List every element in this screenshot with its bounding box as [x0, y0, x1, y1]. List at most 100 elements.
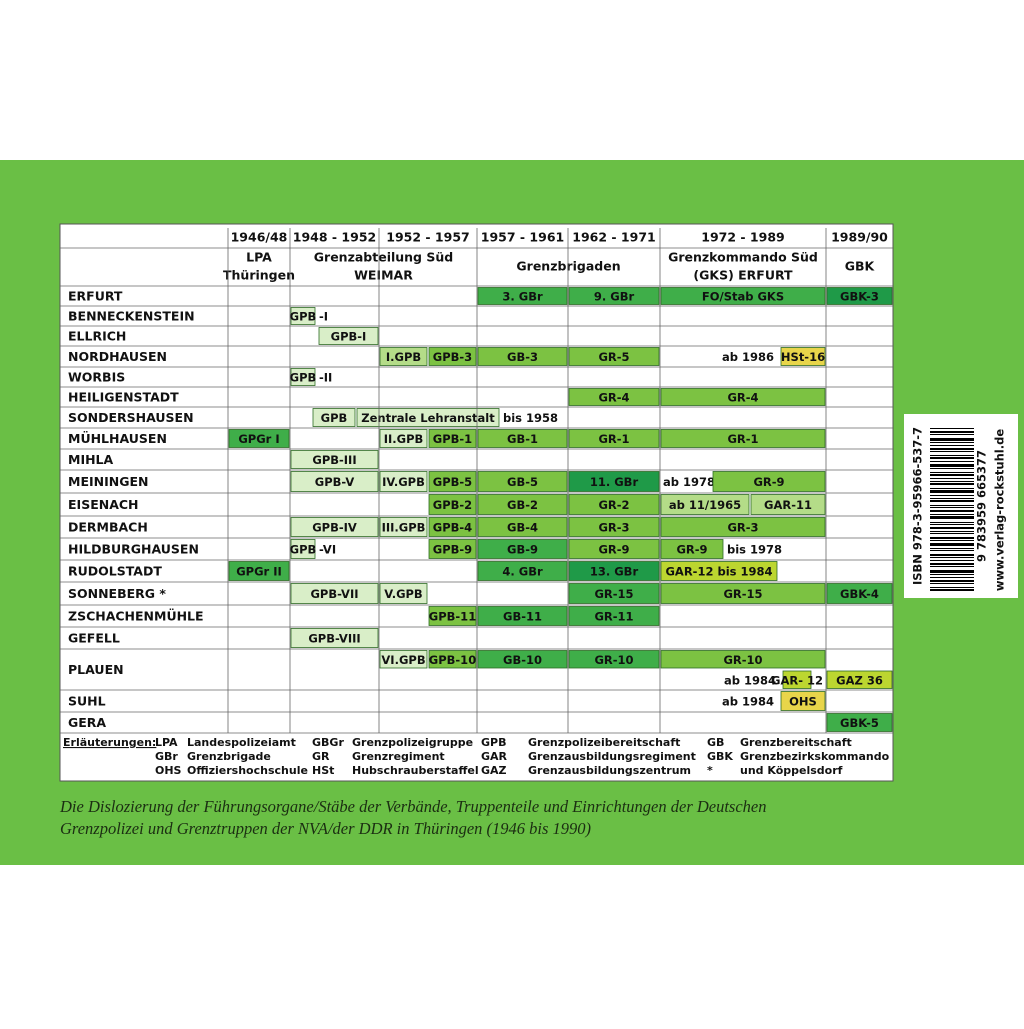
barcode-bar: [930, 498, 974, 499]
cell-text: GPB-3: [433, 350, 472, 364]
cell-text: GPB-9: [433, 543, 472, 557]
cell-text: GPB-I: [331, 330, 367, 344]
legend-title: Erläuterungen:: [63, 736, 156, 749]
cell-text: GAR- 12: [771, 673, 823, 687]
row-label: SUHL: [68, 694, 106, 709]
caption-line: Grenzpolizei und Grenztruppen der NVA/de…: [60, 819, 591, 838]
legend-text: Grenzbrigade: [187, 750, 271, 763]
barcode-bar: [930, 537, 974, 539]
table-cell: [477, 287, 568, 305]
cell-text: GPB-VIII: [308, 632, 360, 646]
row-label: MIHLA: [68, 452, 114, 467]
table-cell: [568, 471, 660, 492]
table-cell: [568, 287, 660, 305]
table-cell: [712, 471, 826, 492]
cell-text: GR-4: [727, 391, 758, 405]
row-label: ERFURT: [68, 289, 123, 304]
cell-text: GPB: [321, 411, 348, 425]
legend-text: Landespolizeiamt: [187, 736, 296, 749]
table-cell: [660, 429, 826, 448]
table-cell: [228, 429, 290, 448]
caption-line: Die Dislozierung der Führungsorgane/Stäb…: [59, 797, 767, 816]
table-cell: [477, 539, 568, 559]
table-cell: [428, 347, 477, 366]
cell-text: GBK-4: [840, 587, 879, 601]
cell-text: bis 1958: [503, 411, 558, 425]
table-cell: [318, 327, 379, 345]
table-cell: [568, 429, 660, 448]
table-cell: [379, 347, 428, 366]
cell-text: GPB: [290, 371, 317, 385]
cell-text: GBK-3: [840, 290, 879, 304]
legend-abbr: GBK: [707, 750, 733, 763]
barcode-bar: [930, 514, 974, 515]
barcode-bar: [930, 431, 974, 433]
table-cell: [290, 368, 316, 386]
table-cell: [428, 539, 477, 559]
table-cell: [780, 347, 826, 366]
legend-text: und Köppelsdorf: [740, 764, 843, 777]
row-label: SONDERSHAUSEN: [68, 410, 194, 425]
barcode-bar: [930, 445, 974, 446]
cell-text: GPGr I: [238, 432, 279, 446]
cell-text: GPB-10: [429, 653, 476, 667]
cell-text: VI.GPB: [381, 653, 425, 667]
barcode-bar: [930, 550, 974, 551]
barcode-bar: [930, 531, 974, 532]
table-cell: [379, 650, 428, 669]
table-cell: [568, 606, 660, 626]
cell-text: ab 1984: [724, 673, 776, 687]
row-label: ZSCHACHENMÜHLE: [68, 609, 204, 624]
barcode-bar: [930, 589, 974, 591]
barcode-bar: [930, 577, 974, 578]
cell-text: GBK-5: [840, 716, 879, 730]
legend-abbr: GBr: [155, 750, 178, 763]
barcode-bar: [930, 478, 974, 479]
legend-text: Grenzregiment: [352, 750, 445, 763]
barcode-bar: [930, 566, 974, 567]
barcode-bar: [930, 505, 974, 506]
year-header: 1957 - 1961: [481, 230, 564, 245]
year-header: 1946/48: [231, 230, 288, 245]
table-cell: [782, 670, 812, 689]
table-cell: [568, 347, 660, 366]
barcode-bar: [930, 438, 974, 441]
table-cell: [568, 583, 660, 604]
barcode-bar: [930, 472, 974, 473]
table-cell: [477, 606, 568, 626]
row-label: MÜHLHAUSEN: [68, 431, 167, 446]
table-cell: [290, 471, 379, 492]
barcode-bar: [930, 524, 974, 525]
group-header: WEIMAR: [354, 268, 413, 283]
row-label: SONNEBERG *: [68, 586, 166, 601]
barcode-bar: [930, 557, 974, 558]
cell-text: IV.GPB: [382, 475, 425, 489]
barcode-bar: [930, 587, 974, 588]
barcode-bar: [930, 570, 974, 573]
group-header: (GKS) ERFURT: [693, 268, 793, 283]
cell-text: -II: [319, 371, 332, 385]
table-cell: [750, 494, 826, 515]
legend-abbr: *: [707, 764, 713, 777]
cell-text: II.GPB: [384, 432, 424, 446]
barcode-bar: [930, 574, 974, 575]
barcode-bar: [930, 442, 974, 443]
table-cell: [660, 650, 826, 669]
cell-text: GR-3: [727, 521, 758, 535]
table-cell: [477, 650, 568, 669]
table-cell: [568, 561, 660, 581]
cell-text: ab 1984: [722, 695, 774, 709]
row-label: HILDBURGHAUSEN: [68, 542, 199, 557]
table-cell: [660, 583, 826, 604]
legend-abbr: GR: [312, 750, 330, 763]
row-label: WORBIS: [68, 370, 125, 385]
table-cell: [428, 650, 477, 669]
row-label: RUDOLSTADT: [68, 564, 162, 579]
barcode-bar: [930, 490, 974, 493]
table-cell: [428, 494, 477, 515]
group-header: Grenzkommando Süd: [668, 250, 818, 265]
barcode-bar: [930, 457, 974, 459]
cell-text: GR-9: [598, 543, 629, 557]
table-cell: [290, 583, 379, 604]
year-header: 1948 - 1952: [293, 230, 376, 245]
